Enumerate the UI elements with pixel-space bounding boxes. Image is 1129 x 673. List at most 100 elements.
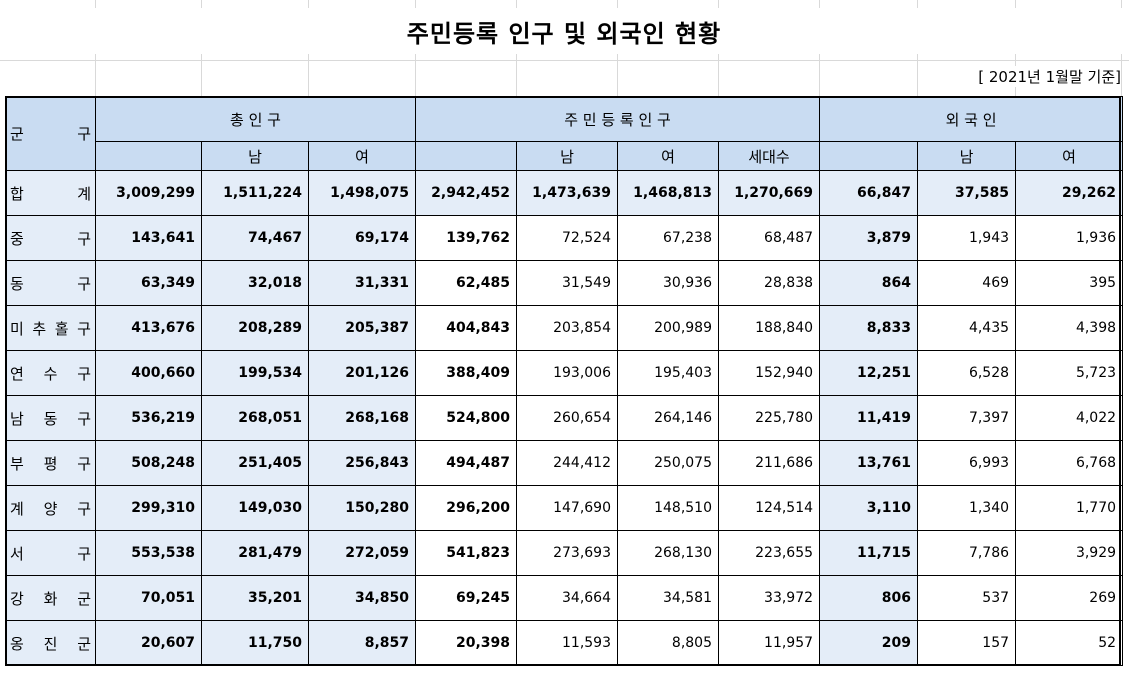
foreign-male-header[interactable]: 남	[917, 141, 1017, 171]
foreign-male-cell[interactable]: 537	[917, 575, 1017, 621]
foreign-female-cell[interactable]: 6,768	[1015, 440, 1124, 486]
households-cell[interactable]: 188,840	[717, 305, 821, 351]
total-female-cell[interactable]: 256,843	[308, 440, 416, 486]
total-cell[interactable]: 413,676	[95, 305, 202, 351]
foreign-male-cell[interactable]: 6,528	[917, 350, 1017, 396]
reg-female-cell[interactable]: 148,510	[617, 485, 719, 531]
total-female-cell[interactable]: 34,850	[308, 575, 416, 621]
total-female-cell[interactable]: 1,498,075	[308, 170, 416, 216]
region-header[interactable]: 군 구	[5, 96, 96, 171]
total-male-cell[interactable]: 281,479	[201, 530, 309, 576]
reg-female-cell[interactable]: 34,581	[617, 575, 719, 621]
households-cell[interactable]: 33,972	[717, 575, 821, 621]
total-female-cell[interactable]: 31,331	[308, 260, 416, 306]
households-header[interactable]: 세대수	[717, 141, 821, 171]
total-cell[interactable]: 63,349	[95, 260, 202, 306]
total-male-header[interactable]: 남	[201, 141, 309, 171]
foreign-male-cell[interactable]: 1,943	[917, 215, 1017, 261]
foreign-total-cell[interactable]: 3,110	[819, 485, 919, 531]
total-male-cell[interactable]: 35,201	[201, 575, 309, 621]
total-female-cell[interactable]: 205,387	[308, 305, 416, 351]
reg-male-cell[interactable]: 273,693	[516, 530, 618, 576]
reg-male-cell[interactable]: 203,854	[516, 305, 618, 351]
foreign-female-cell[interactable]: 3,929	[1015, 530, 1124, 576]
foreign-total-cell[interactable]: 209	[819, 620, 919, 666]
total-male-cell[interactable]: 11,750	[201, 620, 309, 666]
registered-population-header[interactable]: 주 민 등 록 인 구	[414, 96, 821, 142]
households-cell[interactable]: 124,514	[717, 485, 821, 531]
foreign-male-cell[interactable]: 1,340	[917, 485, 1017, 531]
total-male-cell[interactable]: 1,511,224	[201, 170, 309, 216]
total-cell[interactable]: 70,051	[95, 575, 202, 621]
reg-female-cell[interactable]: 250,075	[617, 440, 719, 486]
foreign-female-cell[interactable]: 4,398	[1015, 305, 1124, 351]
reg-male-cell[interactable]: 260,654	[516, 395, 618, 441]
reg-male-cell[interactable]: 147,690	[516, 485, 618, 531]
total-cell[interactable]: 536,219	[95, 395, 202, 441]
total-cell[interactable]: 299,310	[95, 485, 202, 531]
total-female-cell[interactable]: 8,857	[308, 620, 416, 666]
total-male-cell[interactable]: 149,030	[201, 485, 309, 531]
total-population-header[interactable]: 총 인 구	[95, 96, 416, 142]
reg-total-cell[interactable]: 388,409	[415, 350, 517, 396]
foreign-female-cell[interactable]: 1,936	[1015, 215, 1124, 261]
reg-total-cell[interactable]: 494,487	[415, 440, 517, 486]
total-female-header[interactable]: 여	[308, 141, 416, 171]
reg-female-cell[interactable]: 264,146	[617, 395, 719, 441]
households-cell[interactable]: 1,270,669	[717, 170, 821, 216]
reg-total-cell[interactable]: 69,245	[415, 575, 517, 621]
reg-female-cell[interactable]: 268,130	[617, 530, 719, 576]
reg-total-cell[interactable]: 20,398	[415, 620, 517, 666]
foreign-female-cell[interactable]: 4,022	[1015, 395, 1124, 441]
foreign-male-cell[interactable]: 7,786	[917, 530, 1017, 576]
reg-male-cell[interactable]: 244,412	[516, 440, 618, 486]
foreign-total-cell[interactable]: 3,879	[819, 215, 919, 261]
reg-total-cell[interactable]: 62,485	[415, 260, 517, 306]
reg-total-cell[interactable]: 2,942,452	[415, 170, 517, 216]
reg-female-cell[interactable]: 67,238	[617, 215, 719, 261]
total-male-cell[interactable]: 268,051	[201, 395, 309, 441]
total-cell[interactable]: 20,607	[95, 620, 202, 666]
reg-total-cell[interactable]: 404,843	[415, 305, 517, 351]
foreign-total-cell[interactable]: 864	[819, 260, 919, 306]
reg-female-cell[interactable]: 200,989	[617, 305, 719, 351]
reg-male-header[interactable]: 남	[516, 141, 618, 171]
households-cell[interactable]: 211,686	[717, 440, 821, 486]
households-cell[interactable]: 28,838	[717, 260, 821, 306]
reg-male-cell[interactable]: 72,524	[516, 215, 618, 261]
foreign-male-cell[interactable]: 37,585	[917, 170, 1017, 216]
total-female-cell[interactable]: 268,168	[308, 395, 416, 441]
foreign-female-cell[interactable]: 29,262	[1015, 170, 1124, 216]
foreign-total-cell[interactable]: 66,847	[819, 170, 919, 216]
reg-female-cell[interactable]: 8,805	[617, 620, 719, 666]
total-cell[interactable]: 553,538	[95, 530, 202, 576]
total-female-cell[interactable]: 201,126	[308, 350, 416, 396]
total-female-cell[interactable]: 150,280	[308, 485, 416, 531]
reg-male-cell[interactable]: 31,549	[516, 260, 618, 306]
households-cell[interactable]: 225,780	[717, 395, 821, 441]
foreign-female-cell[interactable]: 52	[1015, 620, 1124, 666]
reg-female-cell[interactable]: 30,936	[617, 260, 719, 306]
foreign-male-cell[interactable]: 6,993	[917, 440, 1017, 486]
foreign-female-cell[interactable]: 269	[1015, 575, 1124, 621]
total-sum-header[interactable]	[95, 141, 202, 171]
foreign-total-cell[interactable]: 8,833	[819, 305, 919, 351]
reg-total-cell[interactable]: 139,762	[415, 215, 517, 261]
foreigner-header[interactable]: 외 국 인	[819, 96, 1124, 142]
reg-male-cell[interactable]: 11,593	[516, 620, 618, 666]
foreign-total-cell[interactable]: 11,715	[819, 530, 919, 576]
reg-female-header[interactable]: 여	[617, 141, 719, 171]
total-male-cell[interactable]: 199,534	[201, 350, 309, 396]
households-cell[interactable]: 11,957	[717, 620, 821, 666]
reg-female-cell[interactable]: 195,403	[617, 350, 719, 396]
foreign-male-cell[interactable]: 4,435	[917, 305, 1017, 351]
